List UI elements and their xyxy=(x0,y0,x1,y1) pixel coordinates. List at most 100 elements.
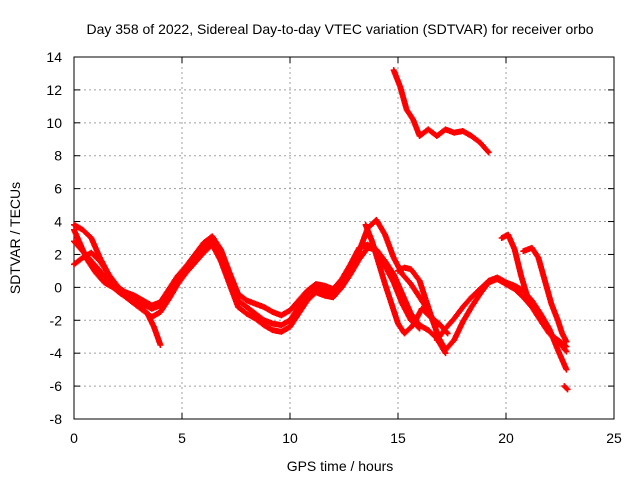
data-point xyxy=(382,262,396,285)
y-tick-label: 8 xyxy=(54,148,62,164)
data-point xyxy=(388,300,401,326)
data-point xyxy=(511,246,524,278)
x-tick-label: 15 xyxy=(390,430,406,446)
data-point xyxy=(83,256,98,275)
data-point xyxy=(71,226,83,247)
data-point xyxy=(399,290,414,316)
y-tick-label: 10 xyxy=(46,115,62,131)
data-point xyxy=(433,326,448,344)
data-point xyxy=(410,116,423,138)
y-tick-label: 6 xyxy=(54,181,62,197)
data-point xyxy=(382,231,397,260)
data-point xyxy=(287,298,301,314)
data-point xyxy=(295,292,310,311)
data-point xyxy=(295,288,310,304)
data-point xyxy=(407,281,422,299)
data-point xyxy=(477,139,491,155)
series-track-5 xyxy=(362,221,451,337)
data-point xyxy=(468,287,482,301)
data-point xyxy=(166,274,180,293)
data-point xyxy=(390,271,405,296)
data-point xyxy=(183,260,197,276)
data-point xyxy=(252,315,266,328)
data-point xyxy=(403,106,416,122)
data-point xyxy=(407,266,422,283)
data-point xyxy=(79,226,94,240)
data-point xyxy=(88,258,102,273)
y-tick-label: 4 xyxy=(54,214,62,230)
data-point xyxy=(88,249,102,264)
data-point xyxy=(71,255,85,268)
data-point xyxy=(191,241,206,258)
series-track-3 xyxy=(71,233,423,332)
data-point xyxy=(541,323,556,341)
data-point xyxy=(423,297,436,322)
data-point xyxy=(505,231,518,252)
data-point xyxy=(416,277,429,303)
data-point xyxy=(373,216,388,237)
data-point xyxy=(362,221,375,243)
y-tick-label: -2 xyxy=(50,312,63,328)
data-point xyxy=(375,259,388,286)
data-point xyxy=(109,284,124,297)
chart-title: Day 358 of 2022, Sidereal Day-to-day VTE… xyxy=(86,21,593,37)
data-point xyxy=(535,254,548,283)
data-point xyxy=(451,320,466,344)
data-point xyxy=(548,300,561,322)
data-point xyxy=(347,257,362,278)
data-point xyxy=(369,238,382,265)
data-point xyxy=(563,338,570,345)
data-point xyxy=(157,341,164,348)
data-point xyxy=(92,269,107,285)
data-point xyxy=(401,323,416,337)
data-point xyxy=(511,286,526,300)
x-tick-label: 10 xyxy=(282,430,298,446)
data-point xyxy=(554,346,569,372)
series-track-11 xyxy=(561,383,571,393)
data-point xyxy=(557,340,569,354)
data-point xyxy=(468,132,482,145)
data-point xyxy=(157,297,172,316)
data-point xyxy=(390,279,405,306)
data-point xyxy=(77,241,90,262)
data-point xyxy=(399,300,414,322)
y-tick-label: 12 xyxy=(46,82,62,98)
data-point xyxy=(209,241,224,263)
data-point xyxy=(252,310,266,323)
data-point xyxy=(135,300,150,316)
data-point xyxy=(183,252,197,269)
data-point xyxy=(524,294,539,316)
data-point xyxy=(235,304,249,316)
data-point xyxy=(444,330,451,337)
series-track-4 xyxy=(71,226,164,348)
y-tick-label: -4 xyxy=(50,345,63,361)
data-point xyxy=(166,282,180,302)
data-point xyxy=(295,298,310,317)
data-point xyxy=(416,325,423,332)
grid-lines xyxy=(74,57,614,419)
data-point xyxy=(157,287,172,306)
data-point xyxy=(217,246,232,275)
data-point xyxy=(477,278,491,293)
y-tick-label: 0 xyxy=(54,279,62,295)
data-point xyxy=(356,246,370,263)
series-track-8 xyxy=(498,231,570,355)
x-tick-label: 0 xyxy=(70,430,78,446)
data-point xyxy=(287,305,301,324)
data-point xyxy=(330,277,344,293)
data-point xyxy=(537,310,552,331)
data-point xyxy=(397,83,410,112)
axis-ticks: 0 5 10 15 20 25 -8 -6 -4 -2 0 2 4 6 8 10 12 14 xyxy=(46,49,622,446)
data-point xyxy=(459,305,474,325)
data-point xyxy=(88,235,103,260)
data-point xyxy=(174,264,189,279)
series-track-10 xyxy=(390,67,492,156)
y-tick-label: 14 xyxy=(46,49,62,65)
data-point xyxy=(550,335,562,346)
series-track-9 xyxy=(520,244,570,345)
series-track-7 xyxy=(433,274,570,373)
data-point xyxy=(468,292,483,311)
data-point xyxy=(96,258,111,276)
data-marks xyxy=(71,67,571,393)
data-point xyxy=(541,277,554,306)
